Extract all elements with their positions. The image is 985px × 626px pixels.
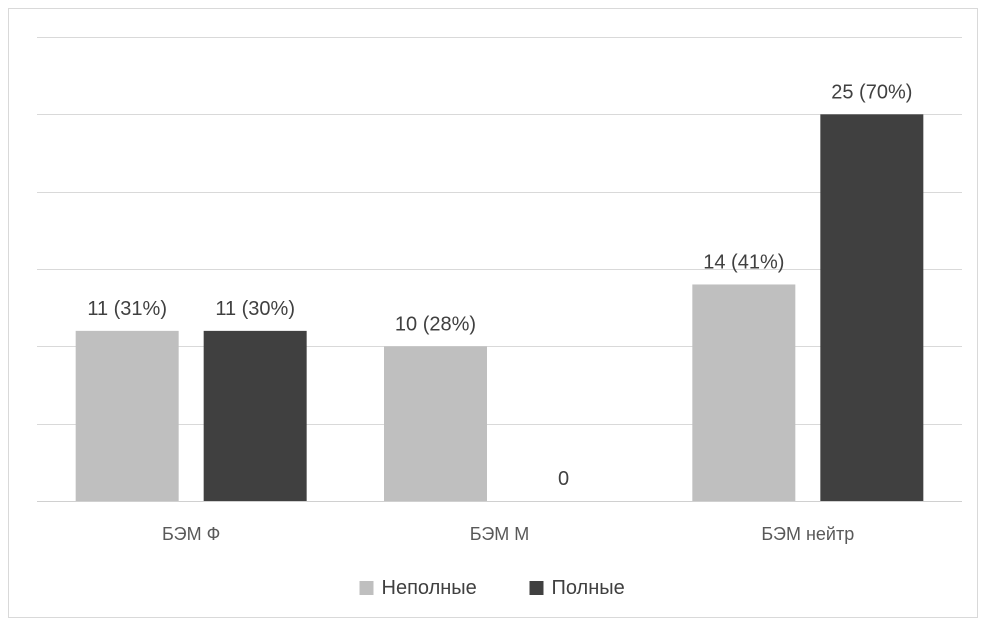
bar-nepolnye-3 — [692, 284, 796, 501]
data-label: 0 — [558, 468, 569, 490]
legend-swatch — [529, 581, 544, 595]
bar-nepolnye-2 — [384, 346, 487, 501]
legend-label: Неполные — [382, 577, 477, 599]
data-label: 25 (70%) — [831, 81, 912, 103]
category-label: БЭМ нейтр — [761, 524, 854, 544]
legend: Неполные Полные — [359, 577, 625, 599]
data-labels: 11 (31%) 11 (30%) 10 (28%) 0 14 (41%) 25 (70%… — [87, 81, 912, 490]
bar-nepolnye-1 — [75, 330, 179, 501]
category-label: БЭМ Ф — [162, 524, 220, 544]
category-label: БЭМ М — [470, 524, 530, 544]
data-label: 14 (41%) — [703, 251, 784, 273]
category-axis-labels: БЭМ Ф БЭМ М БЭМ нейтр — [162, 524, 854, 544]
legend-label: Полные — [552, 577, 625, 599]
chart-frame — [8, 8, 978, 618]
data-label: 11 (31%) — [87, 298, 167, 320]
legend-swatch — [359, 581, 374, 595]
data-label: 10 (28%) — [395, 313, 476, 335]
data-label: 11 (30%) — [215, 298, 295, 320]
bar-polnye-3 — [820, 114, 924, 501]
bar-polnye-1 — [203, 330, 307, 501]
gridlines — [37, 37, 962, 502]
bars — [75, 114, 924, 501]
